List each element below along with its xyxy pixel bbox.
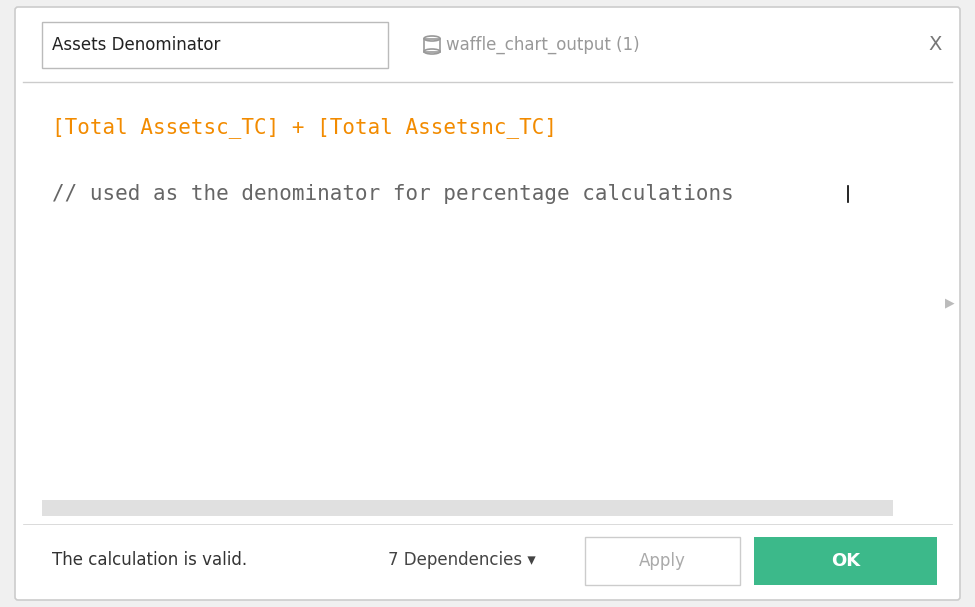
Bar — [42, 22, 388, 68]
Text: OK: OK — [831, 552, 860, 570]
Text: 7 Dependencies ▾: 7 Dependencies ▾ — [388, 551, 535, 569]
Text: ▶: ▶ — [945, 296, 955, 310]
Text: [Total Assetsc_TC] + [Total Assetsnc_TC]: [Total Assetsc_TC] + [Total Assetsnc_TC] — [52, 118, 557, 138]
Bar — [754, 537, 937, 585]
Text: waffle_chart_output (1): waffle_chart_output (1) — [446, 36, 640, 54]
Bar — [424, 38, 440, 52]
Text: // used as the denominator for percentage calculations: // used as the denominator for percentag… — [52, 184, 734, 204]
FancyBboxPatch shape — [15, 7, 960, 600]
Text: The calculation is valid.: The calculation is valid. — [52, 551, 247, 569]
Text: Assets Denominator: Assets Denominator — [52, 36, 220, 54]
Text: Apply: Apply — [639, 552, 686, 570]
Bar — [585, 537, 740, 585]
Text: X: X — [928, 35, 942, 53]
Bar — [42, 500, 893, 516]
